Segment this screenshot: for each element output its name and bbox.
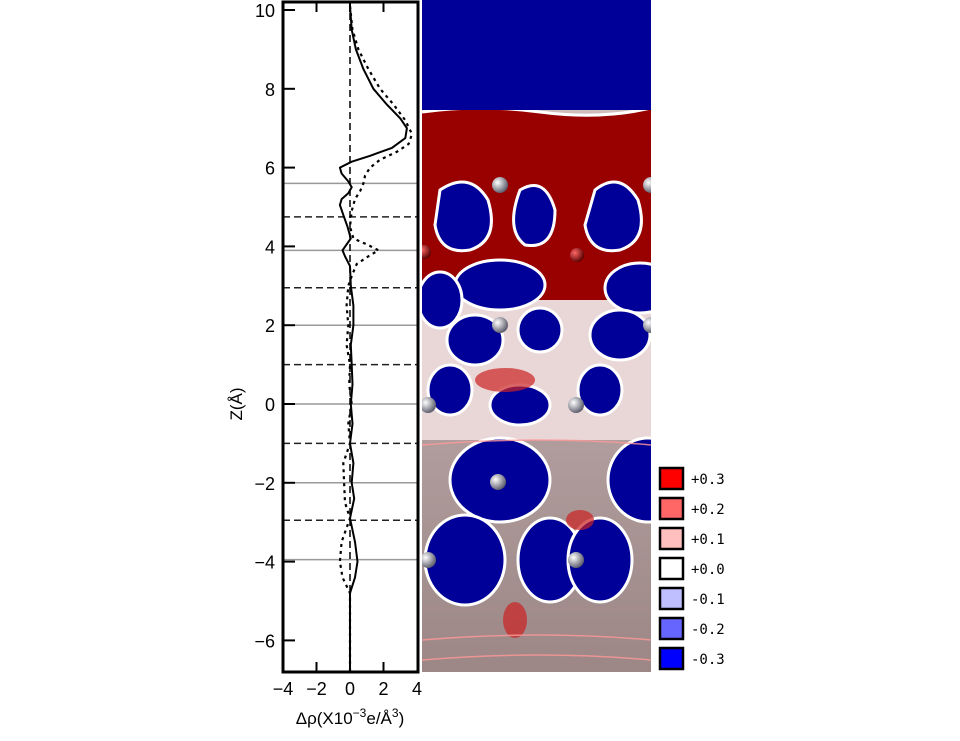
colorbar-swatch <box>658 586 685 611</box>
charge-density-contour-map <box>422 0 651 672</box>
colorbar-label: -0.1 <box>691 592 725 608</box>
colorbar-swatch <box>658 646 685 671</box>
colorbar-label: -0.2 <box>691 622 725 638</box>
colorbar-label: +0.3 <box>691 472 725 488</box>
x-tick-label: −4 <box>273 679 294 699</box>
colorbar-label: +0.2 <box>691 502 725 518</box>
colorbar-label: +0.1 <box>691 532 725 548</box>
colorbar-swatch <box>658 466 685 491</box>
y-tick-label: 2 <box>265 316 275 336</box>
y-axis-label: Z(Å) <box>227 387 246 420</box>
x-axis-label: Δρ(X10−3e/Å3) <box>296 706 405 728</box>
y-tick-label: −2 <box>254 474 275 494</box>
y-tick-label: 4 <box>265 237 275 257</box>
y-tick-label: 10 <box>255 1 275 21</box>
series-dotted-line <box>338 5 414 672</box>
colorbar-swatch <box>658 556 685 581</box>
colorbar-legend: +0.3 +0.2 +0.1 +0.0 -0.1 -0.2 -0.3 <box>658 466 725 671</box>
series-solid-line <box>338 6 408 672</box>
y-tick-label: 8 <box>265 80 275 100</box>
y-tick-label: 0 <box>265 395 275 415</box>
colorbar-swatch <box>658 526 685 551</box>
x-tick-label: 0 <box>345 679 355 699</box>
y-tick-label: −6 <box>254 631 275 651</box>
x-tick-label: −2 <box>306 679 327 699</box>
x-tick-label: 4 <box>412 679 422 699</box>
colorbar-label: -0.3 <box>691 652 725 668</box>
line-plot: −6 −4 −2 0 2 4 6 8 10 −4 −2 0 2 4 Z(Å) Δρ(X10−3e/Å3) <box>227 0 422 728</box>
colorbar-label: +0.0 <box>691 562 725 578</box>
x-tick-label: 2 <box>378 679 388 699</box>
colorbar-swatch <box>658 616 685 641</box>
colorbar-swatch <box>658 496 685 521</box>
y-tick-label: −4 <box>254 553 275 573</box>
y-tick-label: 6 <box>265 159 275 179</box>
